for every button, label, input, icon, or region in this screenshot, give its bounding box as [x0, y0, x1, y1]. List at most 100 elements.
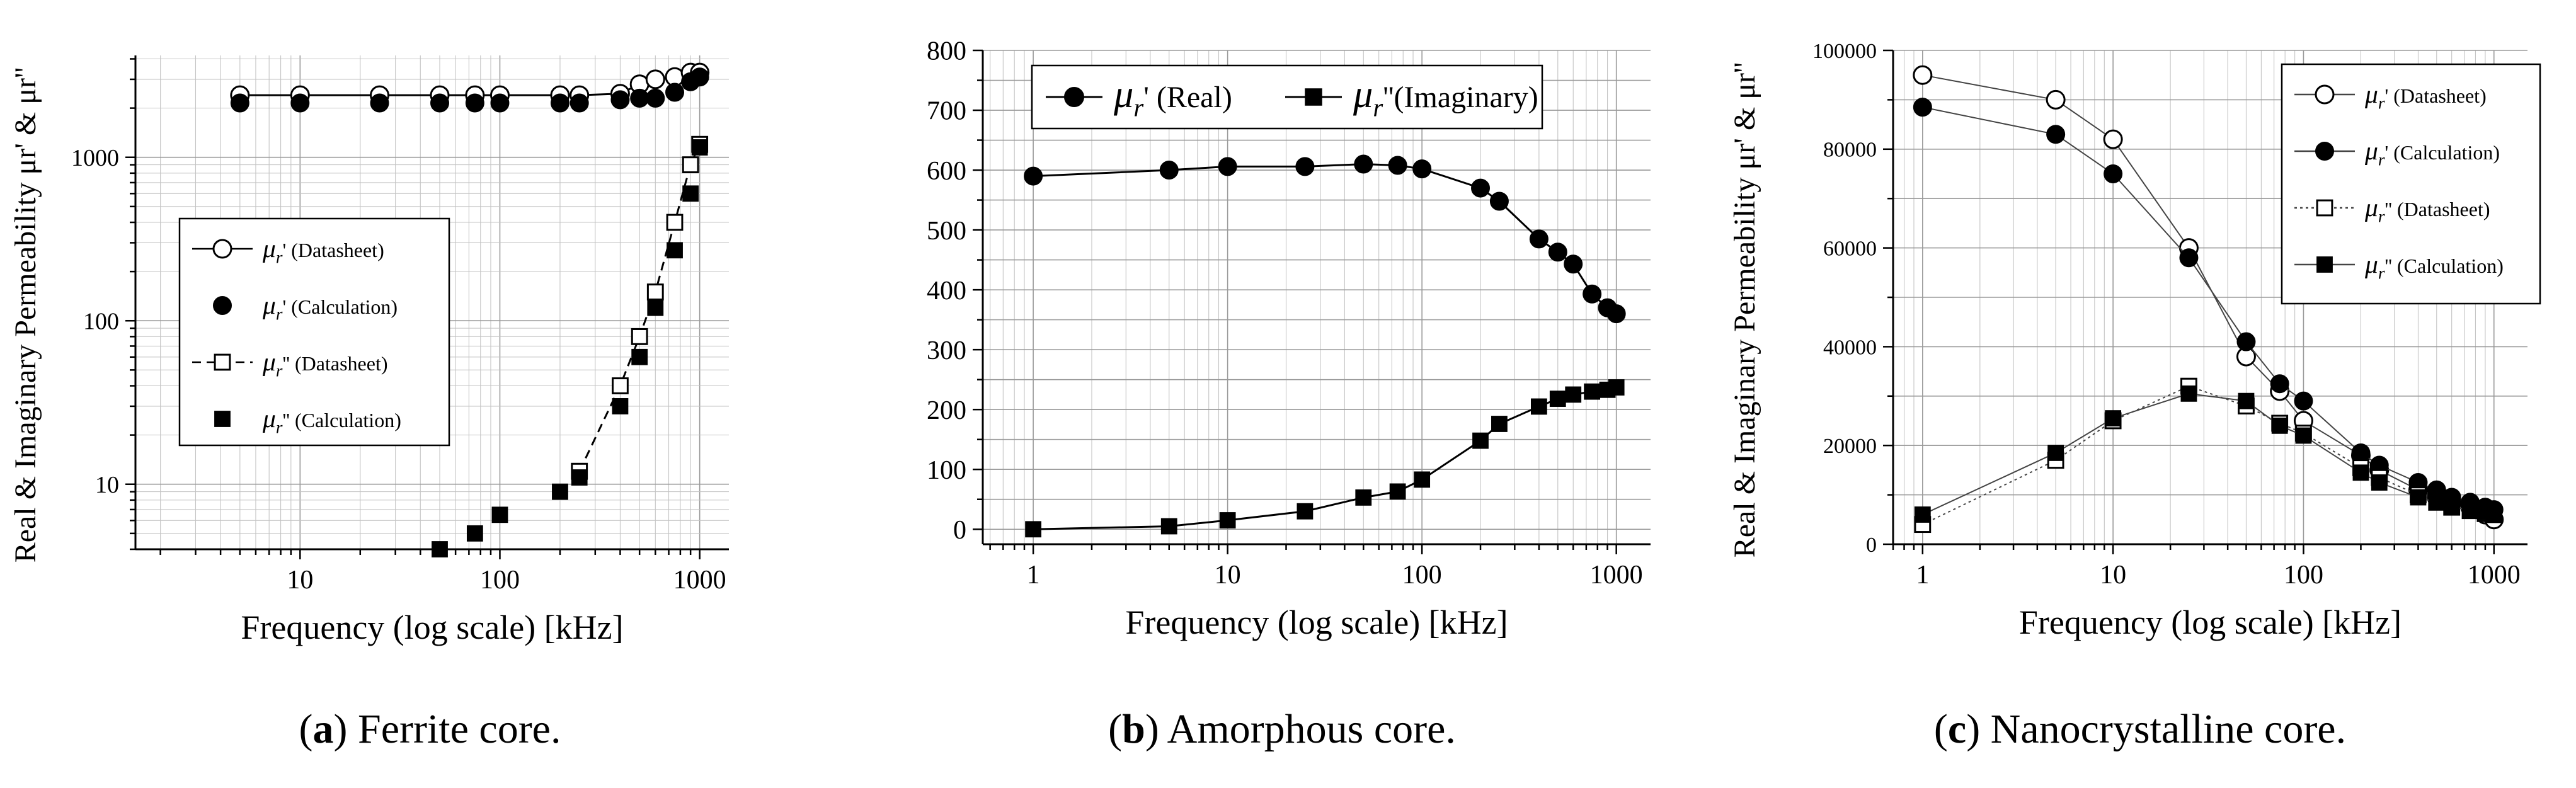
data-point — [1471, 178, 1491, 198]
x-tick-label: 1000 — [2468, 561, 2521, 590]
data-point — [2410, 489, 2427, 506]
legend-label: μr' (Calculation) — [262, 290, 398, 324]
data-point — [1608, 379, 1625, 396]
data-point — [2238, 392, 2255, 409]
legend-marker — [1305, 88, 1322, 106]
data-point — [2179, 248, 2199, 268]
caption-c-text: Nanocrystalline core. — [1990, 706, 2347, 752]
data-point — [2105, 410, 2122, 426]
data-point — [2046, 125, 2066, 144]
data-point — [2371, 474, 2388, 491]
legend-label: μr' (Datasheet) — [2364, 79, 2487, 113]
x-tick-label: 100 — [480, 566, 520, 595]
chart-a: 10 100 1000 10 100 1000 Frequency (log scale) … — [9, 55, 729, 646]
y-tick-label: 100 — [83, 309, 119, 335]
caption-b: (b) Amorphous core. — [1108, 706, 1456, 752]
y-tick-label: 20000 — [1823, 435, 1877, 458]
series-2 — [1914, 377, 2503, 534]
legend-marker — [1064, 87, 1084, 107]
legend: μr' (Datasheet) μr' (Calculation) μr'' (Da… — [178, 217, 450, 447]
y-tick-label: 400 — [927, 277, 966, 305]
data-point — [610, 90, 630, 110]
x-tick-label: 100 — [1402, 561, 1442, 590]
data-point — [1530, 398, 1547, 415]
caption-c-letter: c — [1947, 706, 1967, 752]
data-point — [2443, 499, 2460, 516]
data-point — [665, 83, 685, 102]
legend-marker — [2315, 142, 2334, 161]
data-point — [612, 377, 629, 394]
y-tick-label: 200 — [927, 396, 966, 425]
data-point — [1489, 191, 1509, 211]
legend: μr' (Real) μr''(Imaginary) — [1031, 64, 1543, 130]
data-point — [1606, 304, 1626, 324]
legend-marker — [214, 411, 231, 427]
data-point — [1388, 156, 1407, 175]
data-point — [682, 156, 699, 174]
data-point — [667, 242, 683, 259]
legend-label: μr'' (Calculation) — [262, 404, 401, 437]
data-point — [570, 93, 589, 113]
legend-marker — [2316, 199, 2333, 217]
data-point — [1491, 416, 1508, 432]
series-1 — [1025, 379, 1625, 538]
data-point — [2047, 445, 2064, 461]
data-point — [2352, 464, 2369, 481]
x-tick-label: 1 — [1916, 561, 1929, 590]
y-tick-label: 100 — [927, 456, 966, 485]
data-point — [1295, 157, 1315, 176]
caption-b-text: Amorphous core. — [1167, 706, 1456, 752]
data-point — [2295, 427, 2312, 444]
y-ticks — [973, 49, 983, 530]
data-point — [666, 214, 684, 231]
caption-a-text: Ferrite core. — [357, 706, 561, 752]
data-point — [2103, 129, 2123, 149]
legend-label: μr'' (Datasheet) — [262, 347, 387, 380]
data-point — [552, 483, 568, 500]
data-point — [466, 525, 483, 542]
data-point — [2428, 494, 2445, 511]
data-point — [1548, 243, 1567, 262]
y-ticks — [125, 58, 135, 551]
data-point — [646, 283, 664, 300]
y-tick-label: 500 — [927, 217, 966, 246]
data-point — [2270, 374, 2289, 394]
data-point — [491, 506, 508, 523]
data-point — [1159, 161, 1179, 180]
data-point — [2351, 443, 2371, 462]
data-point — [432, 541, 448, 557]
data-point — [1297, 503, 1314, 520]
data-point — [230, 93, 249, 113]
legend-marker — [213, 296, 232, 315]
y-tick-label: 40000 — [1823, 336, 1877, 359]
data-point — [1355, 489, 1372, 506]
x-tick-label: 100 — [2284, 561, 2323, 590]
x-axis-label: Frequency (log scale) [kHz] — [2019, 603, 2401, 641]
series-line — [1033, 386, 1617, 530]
legend-label: μr'' (Calculation) — [2364, 249, 2504, 283]
y-tick-label: 0 — [953, 516, 966, 545]
x-ticks — [159, 549, 701, 559]
data-point — [1472, 432, 1489, 449]
data-point — [1024, 166, 1043, 186]
series-3 — [432, 139, 708, 557]
legend-marker — [2315, 84, 2335, 105]
x-tick-label: 10 — [2100, 561, 2126, 590]
x-ticks — [989, 544, 1617, 554]
series-1 — [230, 67, 709, 113]
data-point — [1584, 383, 1601, 400]
data-point — [490, 93, 510, 113]
y-axis-label: Real & Imaginary Permeability μr' & μr'' — [9, 67, 42, 563]
data-point — [1549, 391, 1566, 407]
caption-b-letter: b — [1122, 706, 1145, 752]
data-point — [1219, 512, 1236, 528]
data-point — [1913, 65, 1933, 85]
caption-a: (a) Ferrite core. — [299, 706, 561, 752]
data-point — [630, 88, 650, 108]
series-line — [1922, 385, 2494, 525]
data-point — [612, 398, 629, 414]
data-point — [1354, 154, 1373, 174]
data-point — [1218, 157, 1237, 176]
x-tick-label: 1000 — [1590, 561, 1643, 590]
data-point — [645, 69, 665, 89]
